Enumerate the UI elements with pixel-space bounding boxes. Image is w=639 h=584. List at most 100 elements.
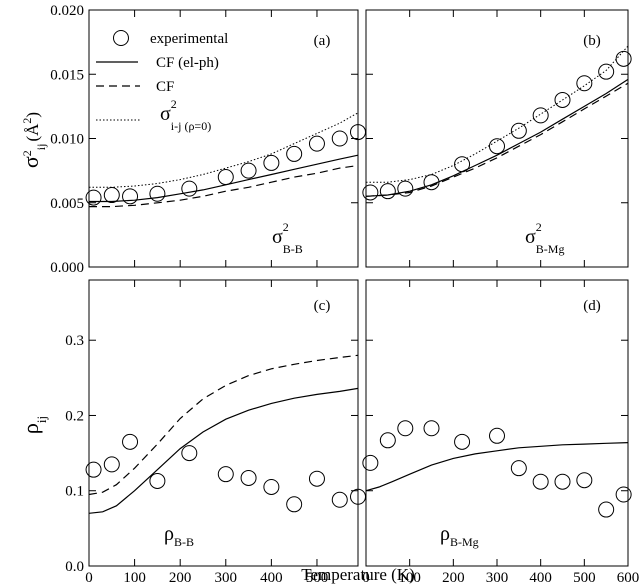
panel-a-annot-sup: 2 (283, 220, 289, 234)
legend-cf-label: CF (156, 79, 174, 95)
y-tick-label: 0.0 (65, 559, 84, 575)
panel-d-experimental-point (397, 420, 414, 437)
y-tick-label: 0.1 (65, 484, 84, 500)
panel-b-experimental-point (397, 180, 414, 197)
panel-c-experimental-point (263, 478, 280, 495)
panel-d-annotation: ρB-Mg (440, 523, 479, 549)
panel-a-experimental-point (240, 162, 257, 179)
panel-a-experimental-point (103, 187, 120, 204)
x-tick-label: 200 (442, 570, 465, 584)
panel-c-annot-sub: B-B (174, 535, 194, 549)
x-tick-label: 300 (486, 570, 509, 584)
x-tick-label: 400 (260, 570, 283, 584)
panel-d-experimental-point (576, 472, 593, 489)
panel-b-experimental-point (489, 138, 505, 155)
panel-d-marks: 0 100 200 300 400 500 600 (362, 280, 639, 584)
panel-c-experimental-point (240, 469, 257, 486)
panel-b-annot-sub: B-Mg (536, 242, 565, 256)
x-tick-label: 100 (123, 570, 146, 584)
panel-c-experimental-point (217, 466, 234, 483)
panel-b-label: (b) (583, 33, 601, 49)
panel-b-experimental-point (423, 174, 440, 191)
y-tick-label: 0.015 (50, 67, 84, 83)
y-top-unit-sup: 2 (20, 118, 34, 124)
panel-d-experimental-point (362, 454, 379, 471)
panel-b-experimental-point (554, 91, 571, 108)
panel-c-experimental-point (181, 445, 198, 462)
panel-b-experimental-point (532, 107, 549, 124)
legend-sigma-rho0-sub: i-j (ρ=0) (171, 119, 211, 133)
panel-a-experimental-point (122, 188, 139, 205)
panel-d-experimental-point (532, 473, 549, 490)
panel-c-marks: 0 100 200 300 400 500 0.0 0.1 0.2 0.3 (65, 280, 366, 584)
panel-b-experimental-point (576, 75, 593, 92)
panel-d-cf-elph-line (365, 442, 629, 492)
y-bottom-main: ρ (18, 423, 43, 434)
x-tick-label: 600 (617, 570, 639, 584)
panel-c-frame (88, 279, 359, 567)
panel-c-experimental-point (85, 461, 102, 478)
legend-experimental-marker (113, 30, 129, 46)
legend-cf-elph-label: CF (el-ph) (156, 55, 219, 71)
panel-d-experimental-point (489, 427, 505, 444)
panel-d-experimental-point (423, 420, 440, 437)
panel-a-cf-line (89, 164, 359, 208)
legend-sigma-rho0-sup: 2 (171, 97, 177, 111)
y-bottom-sub: ij (34, 416, 49, 423)
panel-d-label: (d) (583, 298, 601, 314)
y-top-sub: ij (34, 144, 48, 151)
panel-b-experimental-point (598, 63, 615, 80)
panel-c-experimental-point (149, 472, 166, 489)
panel-a-experimental-point (286, 145, 303, 162)
y-axis-title-top: σ2ij(Å2) (18, 112, 48, 168)
panel-b-cf-line (365, 82, 629, 197)
panel-d-experimental-point (454, 433, 471, 450)
panel-b-marks (362, 9, 632, 268)
panel-a-experimental-point (149, 185, 166, 202)
y-top-close: ) (23, 112, 42, 118)
x-tick-label: 400 (529, 570, 552, 584)
y-tick-label: 0.2 (65, 408, 84, 424)
panel-b-experimental-point (510, 122, 527, 139)
panel-c-experimental-point (103, 456, 120, 473)
y-tick-label: 0.3 (65, 333, 84, 349)
panel-b-annot-main: σ (525, 226, 536, 248)
y-tick-label: 0.010 (50, 132, 84, 148)
panel-d-experimental-point (598, 501, 615, 518)
x-tick-label: 500 (306, 570, 329, 584)
panel-c-experimental-point (286, 496, 303, 513)
panel-a-annot-main: σ (272, 226, 283, 248)
panel-b-experimental-point (615, 50, 632, 67)
panel-a-annotation: σ2 B-B (272, 220, 303, 256)
panel-c-cf-elph-line (88, 387, 359, 514)
panel-a-experimental-point (308, 135, 325, 152)
y-tick-label: 0.005 (50, 196, 84, 212)
panel-d-experimental-point (510, 460, 527, 477)
panel-c-label: (c) (314, 298, 331, 314)
panel-a-annot-sub: B-B (283, 242, 303, 256)
legend-sigma-rho0-main: σ (160, 103, 171, 125)
panel-d-annot-main: ρ (440, 523, 450, 545)
y-axis-title-bottom: ρij (18, 416, 49, 434)
panel-c-experimental-point (122, 433, 139, 450)
panel-a-experimental-point (350, 124, 366, 141)
panel-c-experimental-point (308, 470, 325, 487)
panel-a-experimental-point (217, 169, 234, 186)
panel-c-annotation: ρB-B (164, 523, 194, 549)
x-tick-label: 100 (398, 570, 421, 584)
panel-b-annotation: σ2 B-Mg (525, 220, 564, 256)
legend-sigma-rho0-label: σ2 i-j (ρ=0) (160, 97, 211, 133)
panel-a-sigma-rho0-line (89, 112, 359, 188)
panel-d-frame (365, 279, 629, 567)
panel-b-sigma-rho0-line (366, 45, 629, 183)
x-tick-label: 0 (362, 570, 370, 584)
x-axis-title: Temperature (K) (301, 565, 415, 584)
legend: experimental CF (el-ph) CF σ2 i-j (ρ=0) (96, 30, 228, 133)
panel-d-experimental-point (554, 473, 571, 490)
panel-d-experimental-point (615, 486, 632, 503)
legend-experimental-label: experimental (150, 31, 228, 47)
panel-c-experimental-point (331, 491, 348, 508)
panel-c-annot-main: ρ (164, 523, 174, 545)
